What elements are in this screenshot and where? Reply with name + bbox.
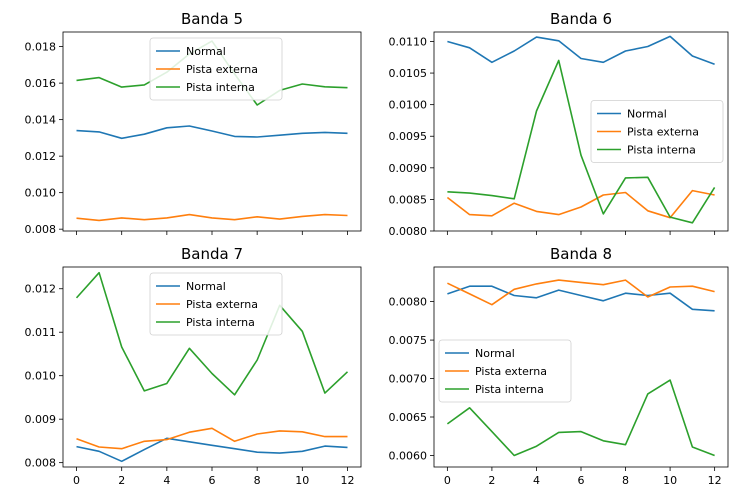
x-tick-label: 12	[340, 474, 354, 487]
series-line-normal	[76, 125, 348, 140]
y-tick-label: 0.011	[25, 326, 57, 339]
x-tick-label: 10	[663, 474, 677, 487]
legend-label: Pista interna	[186, 81, 255, 94]
y-tick-label: 0.012	[25, 150, 57, 163]
legend: Normal Pista externa Pista interna	[590, 100, 724, 163]
y-tick-label: 0.0085	[389, 193, 428, 206]
y-tick-label: 0.010	[25, 370, 57, 383]
y-tick-label: 0.0070	[389, 373, 428, 386]
chart-title: Banda 8	[550, 245, 612, 263]
plot-frame	[433, 31, 729, 232]
plot-frame	[62, 266, 362, 468]
y-tick-label: 0.0100	[389, 99, 428, 112]
chart-panel-4: Banda 8 0.0060 0.0065 0.0070 0.0075 0.0080 0 2 4…	[389, 245, 729, 487]
chart-title: Banda 6	[550, 10, 612, 28]
plot-frame	[433, 266, 729, 468]
series-line-normal	[447, 285, 715, 312]
legend-label: Normal	[627, 108, 667, 121]
chart-panel-2: Banda 6 0.0080 0.0085 0.0090 0.0095 0.0100 0.0…	[389, 10, 729, 238]
legend-box	[149, 37, 283, 101]
series-line-normal	[447, 35, 715, 65]
chart-title: Banda 5	[181, 10, 243, 28]
x-tick-label: 8	[622, 474, 629, 487]
chart-panel-1: Banda 5 0.008 0.010 0.012 0.014 0.016 0.018 Nor…	[25, 10, 362, 236]
legend-label: Normal	[475, 347, 515, 360]
x-tick-label: 4	[163, 474, 170, 487]
x-tick-label: 4	[533, 474, 540, 487]
legend-label: Normal	[186, 45, 226, 58]
y-tick-label: 0.0080	[389, 296, 428, 309]
chart-panel-3: Banda 7 0.008 0.009 0.010 0.011 0.012 0 2 4 6 8 10 1…	[25, 245, 362, 487]
legend: Normal Pista externa Pista interna	[149, 37, 283, 101]
legend-box	[590, 100, 724, 163]
y-tick-label: 0.008	[25, 223, 57, 236]
legend-label: Pista interna	[475, 383, 544, 396]
legend-label: Pista externa	[186, 63, 258, 76]
series-line-pista-interna	[75, 271, 349, 396]
y-tick-label: 0.0080	[389, 225, 428, 238]
x-tick-label: 2	[488, 474, 495, 487]
y-tick-label: 0.018	[25, 41, 57, 54]
series-line-pista-externa	[447, 279, 715, 306]
x-tick-label: 8	[254, 474, 261, 487]
y-tick-label: 0.012	[25, 283, 57, 296]
x-tick-label: 0	[444, 474, 451, 487]
legend-label: Pista interna	[186, 316, 255, 329]
y-tick-label: 0.0090	[389, 162, 428, 175]
y-tick-label: 0.008	[25, 457, 57, 470]
series-line-pista-interna	[446, 379, 715, 457]
x-tick-label: 6	[209, 474, 216, 487]
y-tick-label: 0.010	[25, 187, 57, 200]
y-tick-label: 0.0105	[389, 67, 428, 80]
legend-box	[149, 272, 283, 336]
x-tick-label: 6	[578, 474, 585, 487]
legend-label: Pista externa	[627, 126, 699, 139]
x-tick-label: 10	[295, 474, 309, 487]
series-line-normal	[76, 437, 348, 463]
y-tick-label: 0.009	[25, 413, 57, 426]
y-tick-label: 0.0110	[389, 35, 428, 48]
y-tick-label: 0.0065	[389, 411, 428, 424]
legend-box	[438, 339, 572, 403]
legend: Normal Pista externa Pista interna	[438, 339, 572, 403]
series-line-pista-externa	[76, 213, 348, 222]
legend-label: Pista externa	[475, 365, 547, 378]
plot-frame	[62, 31, 362, 232]
legend-label: Normal	[186, 280, 226, 293]
y-tick-label: 0.016	[25, 77, 57, 90]
legend: Normal Pista externa Pista interna	[149, 272, 283, 336]
x-tick-label: 2	[118, 474, 125, 487]
legend-label: Pista externa	[186, 298, 258, 311]
x-tick-label: 0	[73, 474, 80, 487]
y-tick-label: 0.0060	[389, 449, 428, 462]
series-line-pista-interna	[447, 59, 716, 224]
y-tick-label: 0.0095	[389, 130, 428, 143]
legend-label: Pista interna	[627, 144, 696, 157]
x-tick-label: 12	[708, 474, 722, 487]
series-line-pista-externa	[76, 427, 348, 450]
y-tick-label: 0.0075	[389, 334, 428, 347]
y-tick-label: 0.014	[25, 114, 57, 127]
chart-title: Banda 7	[181, 245, 243, 263]
